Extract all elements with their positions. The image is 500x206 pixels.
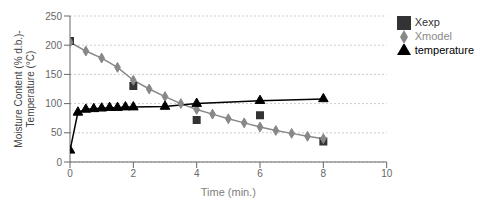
svg-text:Time (min.): Time (min.) bbox=[201, 186, 256, 198]
svg-text:2: 2 bbox=[131, 168, 137, 179]
svg-text:4: 4 bbox=[194, 168, 200, 179]
svg-text:150: 150 bbox=[45, 69, 62, 80]
html-text:temperature: temperature bbox=[414, 44, 474, 57]
svg-text:8: 8 bbox=[321, 168, 327, 179]
svg-text:6: 6 bbox=[257, 168, 263, 179]
svg-text:Moisture Content (% d.b.)-Temp: Moisture Content (% d.b.)-Temperature (°… bbox=[13, 30, 36, 147]
html-text:Xexp: Xexp bbox=[414, 16, 440, 28]
svg-text:0: 0 bbox=[67, 168, 73, 179]
svg-text:250: 250 bbox=[45, 11, 62, 22]
svg-text:100: 100 bbox=[45, 98, 62, 109]
svg-text:50: 50 bbox=[51, 127, 63, 138]
svg-text:0: 0 bbox=[56, 157, 62, 168]
svg-text:200: 200 bbox=[45, 40, 62, 51]
svg-text:10: 10 bbox=[381, 168, 393, 179]
html-text:Xmodel: Xmodel bbox=[414, 30, 452, 43]
